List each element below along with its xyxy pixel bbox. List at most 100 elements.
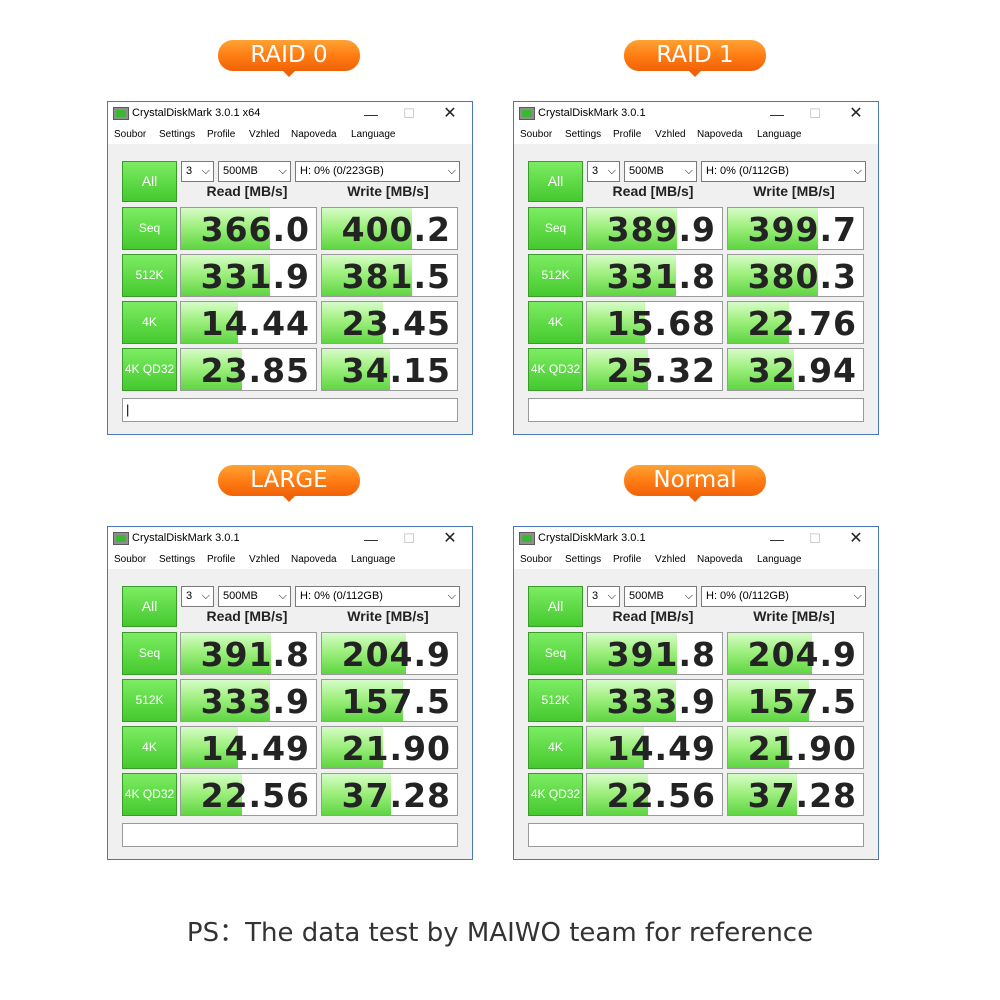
test-button-seq[interactable]: Seq xyxy=(122,632,177,675)
test-button-4k-qd32[interactable]: 4K QD32 xyxy=(122,773,177,816)
read-result-bar xyxy=(181,774,242,815)
test-button-4k[interactable]: 4K xyxy=(528,726,583,769)
menu-item-soubor[interactable]: Soubor xyxy=(114,554,147,565)
menu-item-napoveda[interactable]: Napoveda xyxy=(697,554,743,565)
read-result-value: 14.49 xyxy=(200,729,310,768)
menu-item-soubor[interactable]: Soubor xyxy=(520,129,553,140)
menu-item-vzhled[interactable]: Vzhled xyxy=(655,554,686,565)
menu-item-napoveda[interactable]: Napoveda xyxy=(291,129,337,140)
menu-item-language[interactable]: Language xyxy=(757,129,802,140)
write-result-cell: 37.28 xyxy=(727,773,864,816)
drive-select[interactable]: H: 0% (0/112GB) ⌵ xyxy=(701,586,866,607)
test-size-select[interactable]: 500MB ⌵ xyxy=(218,161,291,182)
read-result-bar xyxy=(587,633,678,674)
comment-input[interactable] xyxy=(528,398,864,422)
menu-item-soubor[interactable]: Soubor xyxy=(114,129,147,140)
read-result-value: 389.9 xyxy=(606,210,716,249)
test-button-seq[interactable]: Seq xyxy=(122,207,177,250)
test-button-512k[interactable]: 512K xyxy=(528,254,583,297)
read-result-bar xyxy=(181,727,238,768)
menu-item-vzhled[interactable]: Vzhled xyxy=(655,129,686,140)
test-button-4k-qd32[interactable]: 4K QD32 xyxy=(528,348,583,391)
test-count-select[interactable]: 3 ⌵ xyxy=(181,586,214,607)
test-button-4k[interactable]: 4K xyxy=(122,726,177,769)
comment-input[interactable] xyxy=(122,823,458,847)
close-icon[interactable]: ✕ xyxy=(849,530,863,547)
all-button[interactable]: All xyxy=(528,161,583,202)
maximize-icon[interactable]: ☐ xyxy=(809,531,821,546)
test-button-4k[interactable]: 4K xyxy=(122,301,177,344)
close-icon[interactable]: ✕ xyxy=(443,530,457,547)
write-result-bar xyxy=(322,680,403,721)
write-result-bar xyxy=(728,302,789,343)
read-column-header: Read [MB/s] xyxy=(612,183,694,199)
maximize-icon[interactable]: ☐ xyxy=(403,531,415,546)
write-result-cell: 381.5 xyxy=(321,254,458,297)
all-button[interactable]: All xyxy=(528,586,583,627)
drive-select-value: H: 0% (0/112GB) xyxy=(300,590,383,602)
read-result-value: 331.9 xyxy=(200,257,310,296)
title-bar: CrystalDiskMark 3.0.1 — ☐ ✕ xyxy=(108,527,472,551)
write-result-value: 204.9 xyxy=(341,635,451,674)
menu-item-settings[interactable]: Settings xyxy=(565,554,602,565)
comment-input[interactable] xyxy=(528,823,864,847)
menu-item-soubor[interactable]: Soubor xyxy=(520,554,553,565)
all-button[interactable]: All xyxy=(122,586,177,627)
drive-select[interactable]: H: 0% (0/112GB) ⌵ xyxy=(295,586,460,607)
menu-item-profile[interactable]: Profile xyxy=(613,554,642,565)
write-result-bar xyxy=(322,349,390,390)
test-count-select[interactable]: 3 ⌵ xyxy=(587,161,620,182)
chevron-down-icon: ⌵ xyxy=(447,590,456,602)
test-button-512k[interactable]: 512K xyxy=(528,679,583,722)
all-button[interactable]: All xyxy=(122,161,177,202)
comment-input[interactable]: | xyxy=(122,398,458,422)
test-size-select[interactable]: 500MB ⌵ xyxy=(624,586,697,607)
menu-item-settings[interactable]: Settings xyxy=(565,129,602,140)
minimize-icon[interactable]: — xyxy=(364,106,378,122)
write-result-cell: 23.45 xyxy=(321,301,458,344)
drive-select-value: H: 0% (0/223GB) xyxy=(300,165,384,177)
write-result-cell: 157.5 xyxy=(727,679,864,722)
minimize-icon[interactable]: — xyxy=(770,531,784,547)
menu-item-profile[interactable]: Profile xyxy=(207,129,236,140)
test-size-select[interactable]: 500MB ⌵ xyxy=(624,161,697,182)
drive-select[interactable]: H: 0% (0/223GB) ⌵ xyxy=(295,161,460,182)
menu-item-language[interactable]: Language xyxy=(351,129,396,140)
write-result-cell: 204.9 xyxy=(727,632,864,675)
test-button-seq[interactable]: Seq xyxy=(528,632,583,675)
read-result-cell: 389.9 xyxy=(586,207,723,250)
minimize-icon[interactable]: — xyxy=(770,106,784,122)
test-button-4k[interactable]: 4K xyxy=(528,301,583,344)
test-button-4k-qd32[interactable]: 4K QD32 xyxy=(528,773,583,816)
test-button-512k[interactable]: 512K xyxy=(122,254,177,297)
chevron-down-icon: ⌵ xyxy=(684,590,693,602)
menu-item-profile[interactable]: Profile xyxy=(207,554,236,565)
close-icon[interactable]: ✕ xyxy=(443,105,457,122)
test-count-select[interactable]: 3 ⌵ xyxy=(587,586,620,607)
read-result-value: 22.56 xyxy=(200,776,310,815)
menu-item-settings[interactable]: Settings xyxy=(159,129,196,140)
close-icon[interactable]: ✕ xyxy=(849,105,863,122)
write-result-bar xyxy=(322,727,383,768)
menu-item-napoveda[interactable]: Napoveda xyxy=(697,129,743,140)
minimize-icon[interactable]: — xyxy=(364,531,378,547)
menu-item-vzhled[interactable]: Vzhled xyxy=(249,129,280,140)
test-button-4k-qd32[interactable]: 4K QD32 xyxy=(122,348,177,391)
menu-item-napoveda[interactable]: Napoveda xyxy=(291,554,337,565)
drive-select[interactable]: H: 0% (0/112GB) ⌵ xyxy=(701,161,866,182)
test-count-select[interactable]: 3 ⌵ xyxy=(181,161,214,182)
write-result-bar xyxy=(728,349,795,390)
read-result-bar xyxy=(587,255,677,296)
menu-item-language[interactable]: Language xyxy=(351,554,396,565)
maximize-icon[interactable]: ☐ xyxy=(403,106,415,121)
write-result-cell: 157.5 xyxy=(321,679,458,722)
test-size-select[interactable]: 500MB ⌵ xyxy=(218,586,291,607)
menu-item-vzhled[interactable]: Vzhled xyxy=(249,554,280,565)
maximize-icon[interactable]: ☐ xyxy=(809,106,821,121)
test-button-seq[interactable]: Seq xyxy=(528,207,583,250)
test-button-512k[interactable]: 512K xyxy=(122,679,177,722)
menu-item-profile[interactable]: Profile xyxy=(613,129,642,140)
menu-item-settings[interactable]: Settings xyxy=(159,554,196,565)
crystaldiskmark-icon xyxy=(519,107,535,120)
menu-item-language[interactable]: Language xyxy=(757,554,802,565)
